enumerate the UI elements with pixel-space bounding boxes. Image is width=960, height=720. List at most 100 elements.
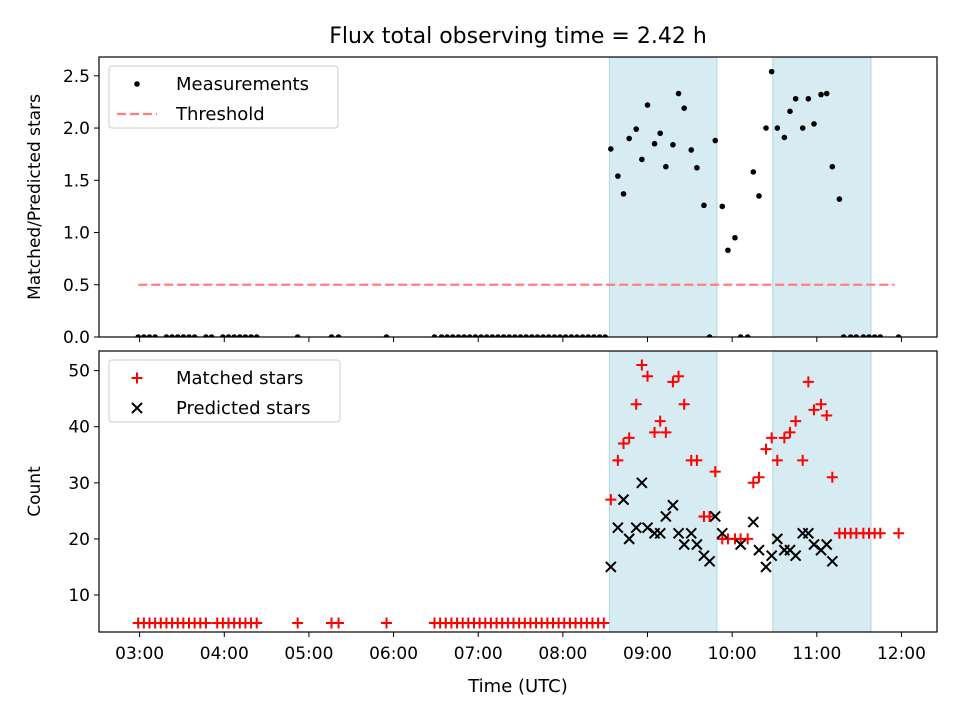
measurements-point <box>712 137 719 144</box>
measurements-point <box>732 234 738 241</box>
measurements-point <box>688 147 695 153</box>
measurements-point <box>450 334 456 337</box>
matched-stars-point <box>667 376 679 388</box>
measurements-point <box>438 334 445 337</box>
measurements-point <box>763 125 769 131</box>
measurements-point <box>663 163 669 170</box>
x-tick-label: 03:00 <box>115 644 164 664</box>
measurements-point <box>860 334 867 337</box>
ratio-panel: 0.0 0.5 1.0 1.5 2.0 2.5 Matched/Predicted star… <box>25 56 938 348</box>
predicted-stars-point <box>703 555 716 568</box>
measurements-point <box>444 334 450 337</box>
predicted-stars-point <box>660 510 672 523</box>
measurements-point <box>701 202 707 209</box>
measurements-point <box>242 334 249 337</box>
measurements-point <box>719 203 726 210</box>
predicted-stars-point <box>826 555 839 568</box>
measurements-point <box>431 334 438 337</box>
count-y-tick-label: 10 <box>68 586 90 606</box>
matched-stars-point <box>200 617 212 629</box>
measurements-point <box>294 334 301 337</box>
predicted-stars-point <box>789 550 802 562</box>
shaded-interval-2 <box>772 350 872 633</box>
matched-stars-point <box>874 527 886 539</box>
predicted-stars-point <box>654 527 666 539</box>
measurements-point <box>146 334 153 337</box>
measurements-point <box>500 334 507 337</box>
predicted-stars-point <box>630 521 642 534</box>
measurements-point <box>335 334 342 337</box>
measurements-point <box>847 334 854 337</box>
count-legend: Matched stars Predicted stars <box>108 359 341 423</box>
count-axes-frame <box>98 350 938 633</box>
matched-stars-point <box>808 404 820 416</box>
shaded-interval-1 <box>608 350 718 633</box>
matched-stars-point <box>771 454 783 466</box>
measurements-point <box>877 334 884 337</box>
measurements-point <box>163 334 170 337</box>
count-plot-area <box>132 359 905 629</box>
x-tick-label: 06:00 <box>369 644 418 664</box>
measurements-point <box>461 334 467 337</box>
matched-stars-point <box>784 426 796 438</box>
matched-stars-point <box>704 510 716 522</box>
measurements-point <box>169 334 175 337</box>
predicted-stars-point <box>667 499 679 511</box>
ratio-y-axis-label: Matched/Predicted stars <box>25 94 45 300</box>
measurements-point <box>750 169 757 175</box>
measurements-point <box>557 334 563 337</box>
measurements-point <box>328 334 335 337</box>
count-panel: 10 20 30 40 50 03:00 04:00 05:00 06:00 07:00 08:00… <box>25 350 938 664</box>
measurements-point <box>220 334 226 337</box>
predicted-stars-point <box>734 538 747 551</box>
shaded-interval-1 <box>608 56 718 338</box>
measurements-point <box>191 334 198 337</box>
measurements-point <box>517 334 524 337</box>
predicted-stars-point <box>691 538 703 551</box>
measurements-point <box>768 68 775 75</box>
predicted-stars-point <box>612 521 624 534</box>
matched-stars-point <box>654 415 666 427</box>
measurements-point <box>472 334 479 337</box>
measurements-point <box>620 191 627 197</box>
measurements-point <box>574 334 580 337</box>
measurements-point <box>585 334 592 337</box>
measurements-point <box>781 134 788 141</box>
measurements-point <box>152 334 158 337</box>
measurements-point <box>787 108 793 115</box>
matched-stars-point <box>612 454 624 466</box>
matched-stars-point <box>333 617 345 629</box>
matched-stars-point <box>742 533 754 545</box>
count-y-axis-label: Count <box>25 466 45 517</box>
matched-stars-point <box>797 454 809 466</box>
measurements-point <box>694 164 700 171</box>
matched-stars-point <box>691 454 703 466</box>
matched-stars-point <box>760 443 772 455</box>
legend-marker <box>134 81 140 87</box>
measurements-point <box>186 334 192 337</box>
measurements-point <box>608 146 614 152</box>
chart-title: Flux total observing time = 2.42 h <box>329 24 707 49</box>
matched-stars-point <box>673 370 685 382</box>
matched-stars-point <box>821 410 833 422</box>
ratio-y-tick-label: 0.0 <box>63 328 90 348</box>
matched-stars-point <box>618 438 630 450</box>
measurements-point <box>135 334 142 337</box>
matched-stars-point <box>778 432 790 444</box>
matched-stars-point <box>292 617 304 629</box>
matched-stars-point <box>753 471 765 483</box>
ratio-plot-area <box>135 68 902 337</box>
matched-stars-point <box>636 359 648 371</box>
measurements-point <box>737 334 744 337</box>
legend-marker <box>131 402 143 414</box>
measurements-point <box>478 334 484 337</box>
predicted-stars-point <box>808 538 820 551</box>
measurements-point <box>829 163 836 170</box>
measurements-point <box>562 334 569 337</box>
measurements-point <box>840 334 847 337</box>
matched-stars-point <box>678 398 690 410</box>
x-tick-label: 10:00 <box>708 644 757 664</box>
measurements-point <box>596 334 603 337</box>
matched-stars-point <box>642 370 654 382</box>
ratio-axes-frame <box>98 56 938 338</box>
